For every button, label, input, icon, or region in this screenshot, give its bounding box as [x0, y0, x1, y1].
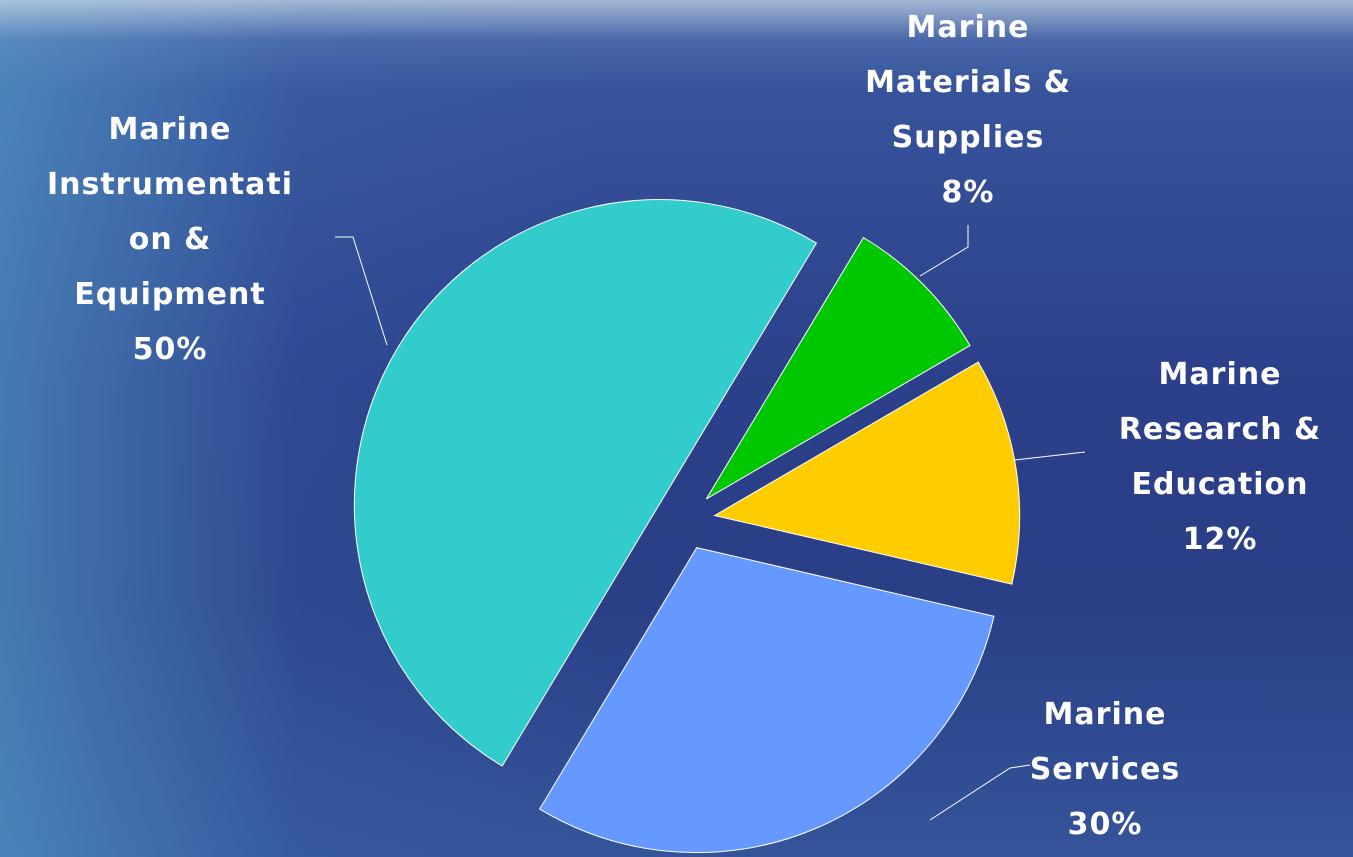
pie-slice	[353, 199, 818, 767]
pie-slice	[538, 547, 995, 854]
slice-label: Marine Research & Education 12%	[1090, 347, 1350, 567]
leader-line	[929, 764, 1031, 821]
slice-label: Marine Instrumentation & Equipment 50%	[43, 102, 298, 377]
slice-label: Marine Materials & Supplies 8%	[838, 0, 1098, 220]
value-label: 12%	[1182, 522, 1258, 557]
category-name: Marine Services	[1029, 697, 1181, 787]
pie-slice	[713, 361, 1021, 585]
category-name: Marine Instrumentation & Equipment	[46, 112, 294, 312]
pie-slice	[705, 236, 971, 500]
category-name: Marine Materials & Supplies	[865, 10, 1071, 155]
leader-line	[335, 236, 388, 346]
value-label: 50%	[132, 332, 208, 367]
value-label: 8%	[941, 175, 995, 210]
slice-label: Marine Services 30%	[1005, 687, 1205, 852]
leader-line	[1014, 451, 1086, 461]
category-name: Marine Research & Education	[1118, 357, 1322, 502]
value-label: 30%	[1067, 807, 1143, 842]
leader-line	[919, 225, 969, 277]
